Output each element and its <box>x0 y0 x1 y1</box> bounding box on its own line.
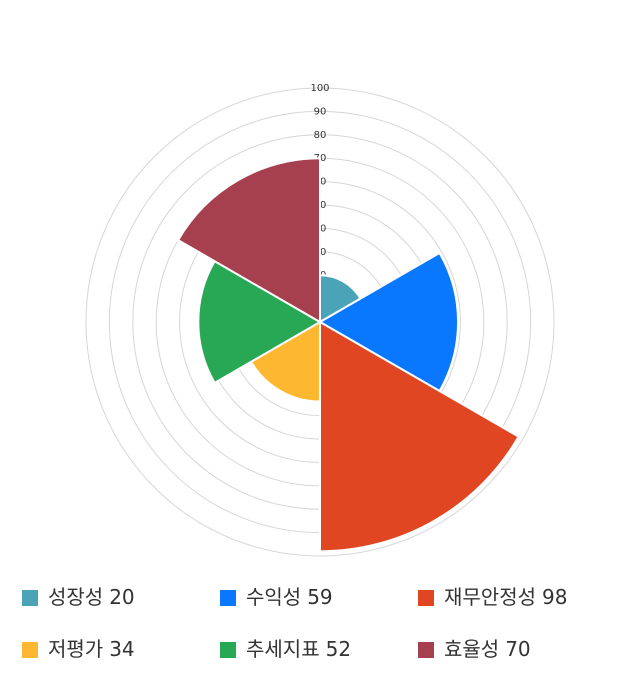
legend-value: 70 <box>505 637 530 661</box>
sector <box>176 157 321 324</box>
r-tick-label: 80 <box>314 130 327 141</box>
legend-entry: 저평가 34 <box>48 637 135 661</box>
legend-value: 34 <box>109 637 134 661</box>
legend-name: 추세지표 <box>246 637 320 661</box>
legend-swatch <box>220 642 236 658</box>
legend-swatch <box>220 590 236 606</box>
legend-name: 재무안정성 <box>444 585 536 609</box>
legend-value: 59 <box>307 585 332 609</box>
legend-name: 성장성 <box>48 585 103 609</box>
legend-value: 98 <box>542 585 567 609</box>
legend-entry: 재무안정성 98 <box>444 585 567 609</box>
legend-swatch <box>418 642 434 658</box>
r-tick-label: 100 <box>310 83 329 94</box>
legend-entry: 성장성 20 <box>48 585 135 609</box>
sector <box>197 259 323 385</box>
legend-name: 수익성 <box>246 585 301 609</box>
legend-swatch <box>22 590 38 606</box>
legend-value: 20 <box>109 585 134 609</box>
r-tick-label: 90 <box>314 106 327 117</box>
legend-swatch <box>418 590 434 606</box>
legend-entry: 효율성 70 <box>444 637 531 661</box>
sector <box>319 320 520 553</box>
legend-name: 저평가 <box>48 637 103 661</box>
legend-entry: 수익성 59 <box>246 585 333 609</box>
legend-swatch <box>22 642 38 658</box>
legend-name: 효율성 <box>444 637 499 661</box>
grid-circle <box>85 87 555 557</box>
sector <box>249 320 321 403</box>
sector <box>318 251 459 393</box>
legend-value: 52 <box>326 637 351 661</box>
legend-entry: 추세지표 52 <box>246 637 351 661</box>
